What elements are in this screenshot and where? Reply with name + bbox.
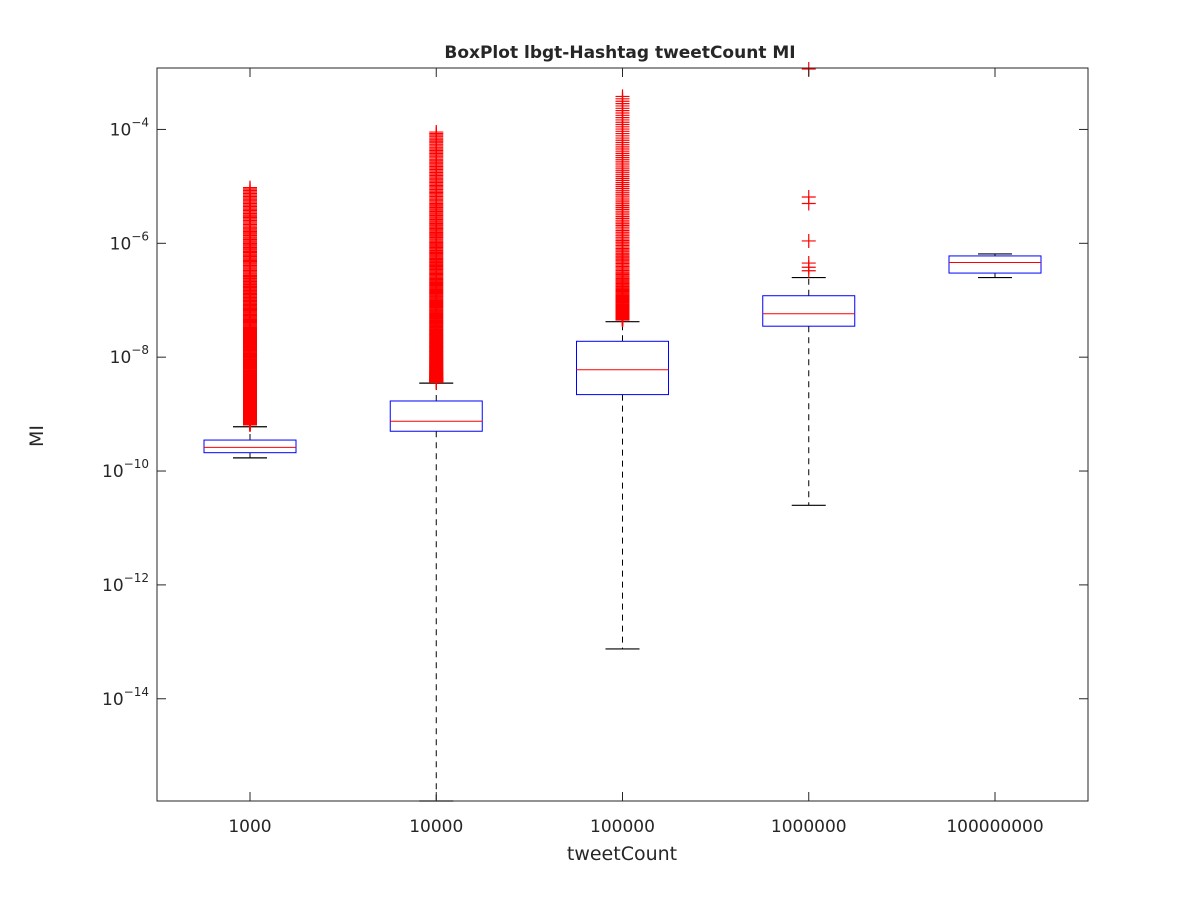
y-tick-exponent: −14 xyxy=(124,685,149,699)
x-tick-label: 1000 xyxy=(228,817,271,837)
y-tick-label: 10−8 xyxy=(110,343,149,368)
y-tick-base: 10 xyxy=(110,120,132,140)
y-tick-exponent: −4 xyxy=(131,115,149,129)
box-group-1000000 xyxy=(762,62,856,506)
y-tick-label: 10−12 xyxy=(102,571,149,596)
outlier-marker xyxy=(801,190,816,205)
y-tick-base: 10 xyxy=(110,234,132,254)
outliers-1000 xyxy=(243,180,257,432)
y-tick-base: 10 xyxy=(102,462,124,482)
outlier-marker xyxy=(243,180,257,195)
x-tick-label: 10000 xyxy=(409,817,463,837)
x-tick-label: 100000 xyxy=(590,817,655,837)
y-tick-label: 10−4 xyxy=(110,115,149,140)
box-iqr xyxy=(762,295,856,327)
box-group-10000 xyxy=(389,125,483,802)
outliers-10000 xyxy=(429,125,444,390)
x-tick-label: 100000000 xyxy=(946,817,1043,837)
outlier-marker xyxy=(615,89,630,104)
box-group-100000000 xyxy=(948,253,1042,279)
box-group-1000 xyxy=(203,180,297,459)
y-tick-label: 10−6 xyxy=(110,229,149,254)
y-tick-label: 10−10 xyxy=(102,457,149,482)
y-tick-exponent: −8 xyxy=(131,343,149,357)
plot-area xyxy=(203,62,1042,802)
box-iqr xyxy=(948,255,1042,274)
box-iqr xyxy=(389,400,483,432)
y-tick-base: 10 xyxy=(102,690,124,710)
box-group-100000 xyxy=(576,89,669,650)
x-axis-label: tweetCount xyxy=(567,843,677,865)
box-iqr xyxy=(576,340,669,396)
y-tick-exponent: −10 xyxy=(124,457,149,471)
outlier-marker xyxy=(801,233,816,248)
box-iqr xyxy=(203,439,297,454)
outliers-100000 xyxy=(615,89,630,327)
y-axis-label: MI xyxy=(26,425,48,447)
y-tick-base: 10 xyxy=(102,576,124,596)
x-tick-label: 1000000 xyxy=(771,817,847,837)
y-tick-exponent: −6 xyxy=(131,229,149,243)
y-tick-exponent: −12 xyxy=(124,571,149,585)
y-tick-label: 10−14 xyxy=(102,685,149,710)
outlier-marker xyxy=(801,256,816,271)
outlier-marker xyxy=(429,125,444,140)
outliers-1000000 xyxy=(801,62,816,278)
y-tick-base: 10 xyxy=(110,348,132,368)
chart-title: BoxPlot lbgt-Hashtag tweetCount MI xyxy=(444,43,795,63)
x-axis: 1000 10000 100000 1000000 100000000 xyxy=(228,68,1044,837)
